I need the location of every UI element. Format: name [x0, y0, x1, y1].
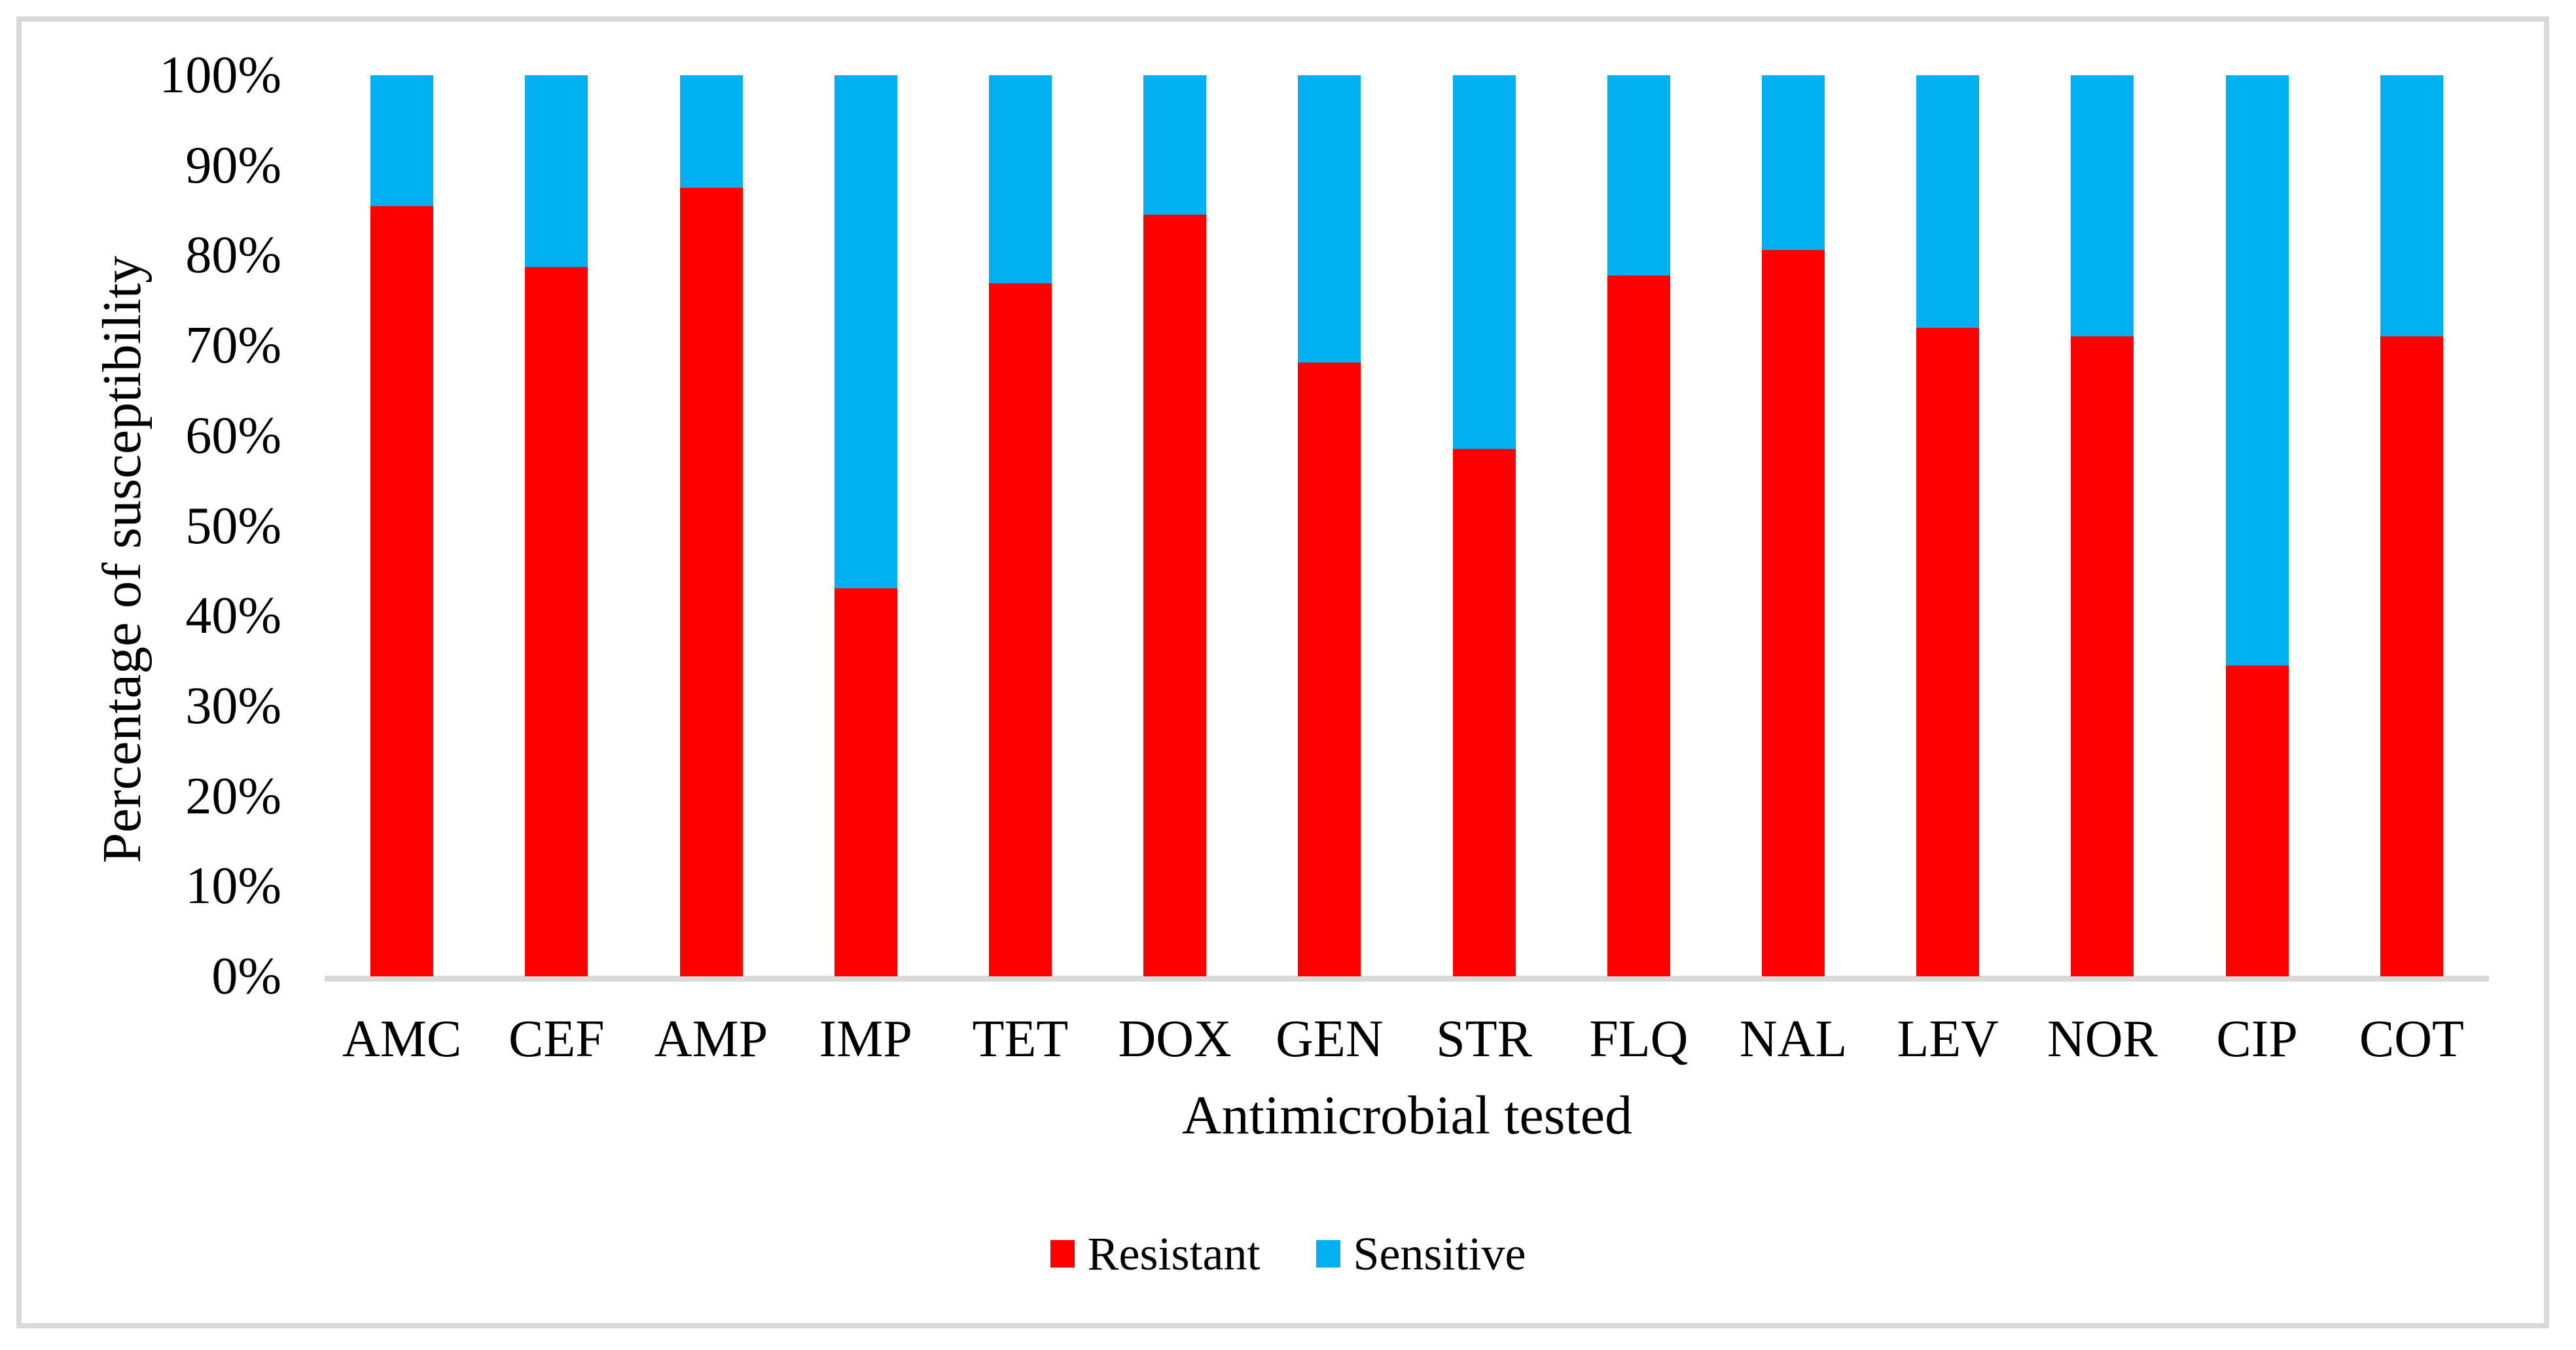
bar-segment-resistant [1143, 215, 1207, 976]
bar-segment-sensitive [2380, 75, 2443, 336]
x-tick-label: AMP [654, 1010, 768, 1068]
y-tick-label: 30% [185, 677, 281, 735]
y-tick-label: 10% [185, 857, 281, 915]
bar-segment-resistant [2071, 336, 2134, 976]
legend-label: Resistant [1087, 1228, 1261, 1280]
x-tick-label: FLQ [1589, 1010, 1689, 1068]
bar-segment-sensitive [1916, 75, 1980, 328]
legend: Resistant Sensitive [0, 1222, 2576, 1285]
y-tick-label: 50% [185, 497, 281, 555]
y-tick-label: 0% [211, 948, 281, 1005]
x-tick-label: AMC [342, 1010, 462, 1068]
legend-item-sensitive: Sensitive [1315, 1228, 1526, 1280]
x-tick-label: DOX [1118, 1010, 1232, 1068]
bar-segment-resistant [1452, 449, 1516, 976]
bar-segment-resistant [525, 267, 588, 976]
legend-swatch-resistant [1050, 1240, 1075, 1268]
x-tick-label: TET [972, 1010, 1069, 1068]
bar-segment-resistant [2225, 666, 2289, 976]
x-tick-label: NAL [1739, 1010, 1848, 1068]
x-tick-label: NOR [2047, 1010, 2158, 1068]
bar-segment-sensitive [1298, 75, 1361, 363]
bar-segment-sensitive [525, 75, 588, 267]
x-axis-line [325, 976, 2489, 982]
y-tick-label: 60% [185, 406, 281, 465]
y-tick-label: 40% [185, 587, 281, 645]
x-axis-title: Antimicrobial tested [1181, 1085, 1633, 1146]
bar-segment-resistant [1607, 275, 1670, 976]
bar-segment-sensitive [679, 75, 743, 188]
bar-segment-sensitive [834, 75, 897, 588]
x-tick-label: CIP [2216, 1010, 2298, 1068]
bar-segment-sensitive [370, 75, 434, 206]
bar-segment-sensitive [1143, 75, 1207, 215]
x-tick-label: IMP [819, 1010, 912, 1068]
bar-segment-resistant [370, 206, 434, 976]
bar-segment-resistant [988, 283, 1052, 976]
bar-segment-resistant [1298, 363, 1361, 976]
bar-segment-sensitive [988, 75, 1052, 283]
bar-segment-resistant [679, 188, 743, 976]
bar-segment-sensitive [1607, 75, 1670, 275]
y-tick-label: 100% [159, 46, 281, 104]
x-tick-label: LEV [1897, 1010, 1999, 1068]
x-tick-label: COT [2359, 1010, 2464, 1068]
x-tick-label: STR [1436, 1010, 1532, 1068]
bar-segment-sensitive [2225, 75, 2289, 666]
legend-item-resistant: Resistant [1050, 1230, 1261, 1277]
bar-segment-sensitive [1762, 75, 1825, 250]
bar-segment-resistant [1916, 328, 1980, 976]
bar-segment-sensitive [1452, 75, 1516, 449]
y-tick-label: 80% [185, 226, 281, 285]
y-tick-label: 90% [185, 136, 281, 194]
bar-segment-sensitive [2071, 75, 2134, 336]
legend-swatch-sensitive [1315, 1240, 1340, 1268]
y-tick-label: 20% [185, 767, 281, 825]
x-tick-label: CEF [508, 1010, 605, 1068]
bar-segment-resistant [1762, 250, 1825, 976]
x-tick-label: GEN [1276, 1010, 1384, 1068]
legend-label: Sensitive [1353, 1228, 1526, 1280]
bar-segment-resistant [2380, 336, 2443, 976]
y-tick-label: 70% [185, 317, 281, 375]
bar-segment-resistant [834, 588, 897, 976]
